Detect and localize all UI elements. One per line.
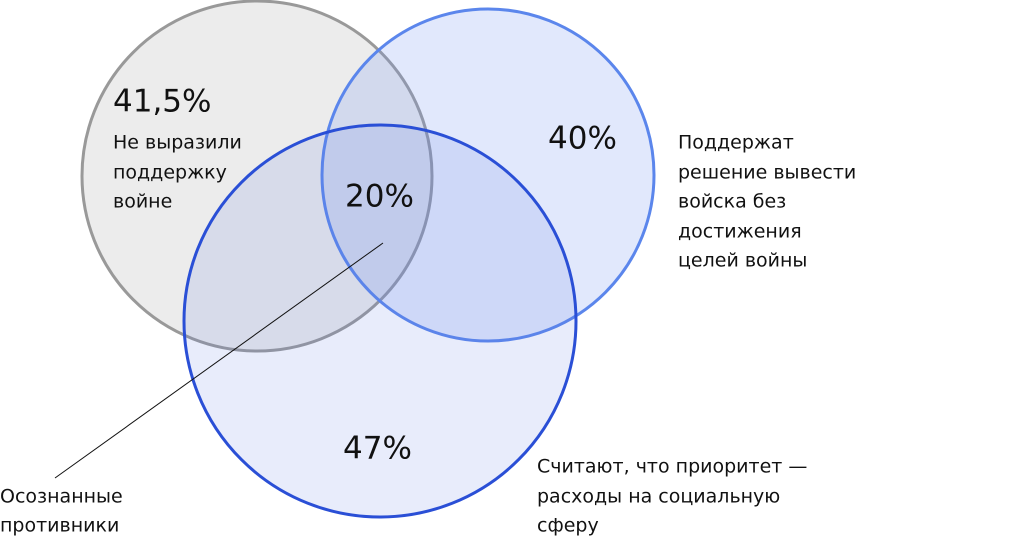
node-label: решение вывести: [678, 162, 856, 184]
node-label: войне: [113, 191, 172, 213]
circle-gray: [80, 0, 434, 353]
intersection-label: противники: [0, 515, 119, 537]
node-label: Не выразили: [113, 132, 242, 154]
node-value: 47%: [343, 431, 412, 467]
node-label: Считают, что приоритет —: [537, 456, 807, 478]
intersection-value: 20%: [345, 179, 414, 215]
circle-dark-blue: [182, 123, 578, 519]
node-label: достижения: [678, 221, 802, 243]
node-label: расходы на социальную: [537, 486, 780, 508]
intersection-label: Осознанные: [0, 486, 123, 508]
node-value: 40%: [548, 121, 617, 157]
node-label: поддержку: [113, 162, 227, 184]
node-label: войска без: [678, 191, 786, 213]
circle-light-blue: [320, 7, 656, 343]
pointer-line: [54, 242, 384, 479]
node-label: целей войны: [678, 250, 807, 272]
node-label: Поддержат: [678, 132, 794, 154]
node-value: 41,5%: [113, 84, 211, 120]
node-label: сферу: [537, 515, 599, 537]
